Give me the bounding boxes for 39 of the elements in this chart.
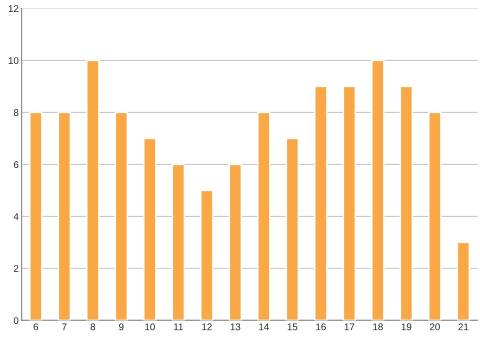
x-tick-label: 11 (174, 323, 183, 330)
bar (143, 138, 157, 320)
bar (114, 112, 128, 320)
y-tick-label: 12 (8, 5, 18, 12)
bar (342, 86, 356, 320)
x-tick-label: 21 (458, 323, 468, 330)
y-tick-label: 2 (14, 265, 18, 272)
bar (172, 164, 186, 320)
y-tick-label: 0 (14, 317, 18, 324)
bar (228, 164, 242, 320)
bar (371, 60, 385, 320)
y-tick-label: 10 (8, 57, 18, 64)
x-tick-label: 17 (344, 323, 354, 330)
bar (286, 138, 300, 320)
bar (400, 86, 414, 320)
x-tick-label: 7 (62, 323, 67, 330)
y-tick-label: 4 (14, 213, 19, 220)
x-tick-label: 20 (430, 323, 440, 330)
x-tick-label: 18 (373, 323, 383, 330)
bar (86, 60, 100, 320)
bar (428, 112, 442, 320)
bar (257, 112, 271, 320)
x-tick-label: 14 (259, 323, 269, 330)
x-tick-label: 12 (202, 323, 212, 330)
bar (29, 112, 43, 320)
bar (314, 86, 328, 320)
x-tick-label: 15 (288, 323, 298, 330)
bar (58, 112, 72, 320)
x-tick-label: 13 (230, 323, 240, 330)
x-tick-label: 16 (316, 323, 326, 330)
x-tick-label: 8 (90, 323, 96, 330)
y-tick-label: 8 (14, 109, 18, 116)
x-tick-label: 9 (119, 323, 124, 330)
y-tick-label: 6 (14, 161, 18, 168)
bar (200, 190, 214, 320)
x-tick-label: 10 (145, 323, 155, 330)
x-tick-label: 6 (34, 323, 38, 330)
bar (456, 242, 470, 320)
x-tick-label: 19 (402, 323, 412, 330)
